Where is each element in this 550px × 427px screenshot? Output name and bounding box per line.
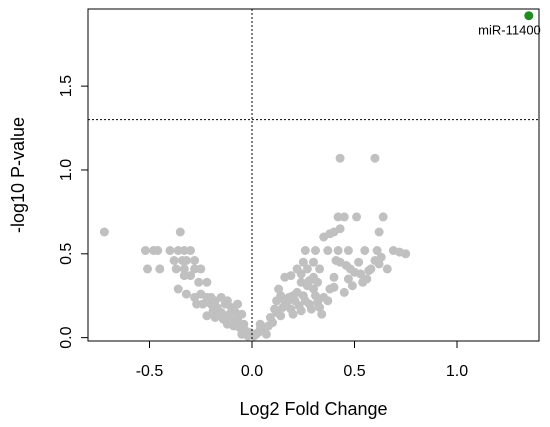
x-tick-label: -0.5 xyxy=(136,363,164,380)
data-point xyxy=(196,264,206,274)
data-point xyxy=(360,246,370,255)
data-point xyxy=(190,256,200,265)
data-point xyxy=(362,274,372,284)
data-point xyxy=(165,246,175,255)
data-point xyxy=(140,246,150,255)
data-point xyxy=(343,274,353,284)
x-axis-title: Log2 Fold Change xyxy=(239,399,387,419)
data-point xyxy=(280,272,290,282)
data-point xyxy=(325,284,335,294)
data-points xyxy=(99,153,411,341)
data-point xyxy=(401,249,411,259)
data-point xyxy=(233,299,243,309)
data-point xyxy=(306,304,316,314)
data-point xyxy=(347,281,357,291)
data-point xyxy=(186,271,195,281)
data-point xyxy=(300,246,310,255)
data-point xyxy=(352,212,362,222)
x-tick-label: 0.0 xyxy=(241,363,263,380)
data-point xyxy=(354,257,364,267)
data-point xyxy=(202,311,212,321)
data-point xyxy=(335,224,345,234)
data-point xyxy=(311,246,320,255)
data-point xyxy=(270,304,280,314)
data-point xyxy=(378,212,388,222)
y-tick-label: 0.0 xyxy=(58,326,75,348)
data-point xyxy=(265,313,275,322)
plot-frame xyxy=(87,8,540,342)
data-point xyxy=(313,277,323,287)
data-point xyxy=(315,264,325,274)
y-axis: 0.0 0.5 1.0 1.5 xyxy=(58,75,88,349)
data-point xyxy=(302,264,312,274)
data-point xyxy=(339,212,349,222)
data-point xyxy=(155,264,165,274)
data-point xyxy=(288,309,298,319)
data-point xyxy=(261,329,271,339)
data-point xyxy=(153,246,163,255)
data-point xyxy=(181,289,191,299)
data-point xyxy=(382,264,392,274)
data-point xyxy=(202,277,212,287)
data-point xyxy=(372,246,382,255)
data-point xyxy=(364,266,374,276)
data-point xyxy=(329,272,339,282)
data-point xyxy=(356,269,366,279)
data-point xyxy=(186,246,195,255)
data-point xyxy=(179,271,189,281)
data-point xyxy=(309,257,318,267)
data-point xyxy=(179,264,189,274)
data-point xyxy=(296,277,306,287)
highlight-label: miR-11400 xyxy=(478,23,541,38)
highlighted-point xyxy=(524,11,534,21)
data-point xyxy=(374,259,384,269)
y-tick-label: 1.5 xyxy=(58,75,75,97)
data-point xyxy=(272,296,282,306)
y-axis-title: -log10 P-value xyxy=(8,117,28,233)
data-point xyxy=(190,264,200,274)
data-point xyxy=(175,227,185,237)
data-point xyxy=(233,314,243,324)
data-point xyxy=(181,256,191,265)
data-point xyxy=(173,284,183,294)
data-point xyxy=(99,227,109,237)
y-tick-label: 0.5 xyxy=(58,243,75,265)
x-tick-label: 0.5 xyxy=(343,363,365,380)
data-point xyxy=(333,212,343,222)
data-point xyxy=(274,284,284,294)
data-point xyxy=(370,153,380,163)
data-point xyxy=(143,264,152,274)
data-point xyxy=(374,227,384,237)
data-point xyxy=(296,269,306,279)
data-point xyxy=(298,257,308,267)
data-point xyxy=(333,246,343,255)
data-point xyxy=(339,287,349,297)
x-tick-label: 1.0 xyxy=(446,363,468,380)
data-point xyxy=(323,246,333,255)
data-point xyxy=(194,277,204,287)
data-point xyxy=(169,256,179,265)
data-point xyxy=(210,313,220,322)
data-point xyxy=(317,309,327,319)
data-point xyxy=(179,246,189,255)
data-point xyxy=(255,319,265,329)
data-point xyxy=(323,296,333,306)
data-point xyxy=(276,311,286,321)
x-axis: -0.5 0.0 0.5 1.0 xyxy=(136,341,468,380)
data-point xyxy=(296,306,306,316)
y-tick-label: 1.0 xyxy=(58,159,75,181)
data-point xyxy=(171,264,181,274)
data-point xyxy=(198,299,208,309)
data-point xyxy=(343,246,353,255)
data-point xyxy=(335,153,345,163)
